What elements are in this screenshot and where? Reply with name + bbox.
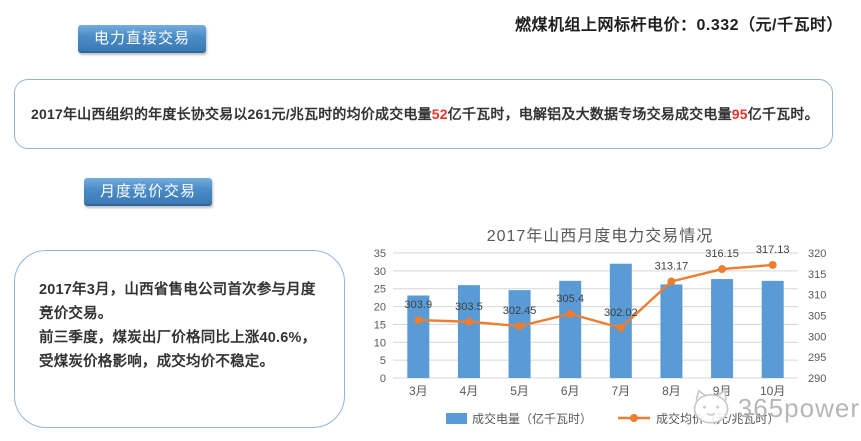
price-line bbox=[418, 263, 773, 330]
price-point-6月 bbox=[566, 309, 575, 318]
left-axis-label: 0 bbox=[380, 373, 386, 385]
legend-line-marker bbox=[630, 414, 638, 422]
highlight-number: 52 bbox=[431, 106, 448, 122]
left-axis-label: 20 bbox=[374, 302, 386, 314]
price-label-7月: 302.02 bbox=[604, 307, 638, 319]
price-label-3月: 303.9 bbox=[405, 299, 433, 311]
price-point-3月 bbox=[414, 316, 423, 325]
price-label-5月: 302.45 bbox=[503, 305, 537, 317]
right-axis-label: 290 bbox=[808, 373, 826, 385]
legend-bar-label: 成交电量（亿千瓦时） bbox=[472, 411, 592, 426]
month-label-7月: 7月 bbox=[611, 384, 630, 398]
month-label-3月: 3月 bbox=[409, 384, 428, 398]
direct-trade-summary-text: 2017年山西组织的年度长协交易以261元/兆瓦时的均价成交电量52亿千瓦时，电… bbox=[15, 104, 819, 124]
bar-8月 bbox=[660, 284, 683, 378]
text-run: 亿千瓦时，电解铝及大数据专场交易成交电量 bbox=[447, 106, 732, 122]
bar-3月 bbox=[407, 295, 430, 378]
legend-bar-swatch bbox=[446, 413, 467, 424]
price-point-9月 bbox=[718, 265, 727, 274]
left-axis-label: 25 bbox=[374, 284, 386, 296]
combo-chart-svg: 2017年山西月度电力交易情况 0 5 10 15 20 25 30 35 290 295 300 30… bbox=[374, 227, 827, 426]
month-label-5月: 5月 bbox=[510, 384, 529, 398]
price-point-5月 bbox=[515, 322, 524, 331]
right-axis-label: 300 bbox=[808, 331, 826, 343]
price-point-10月 bbox=[768, 260, 777, 269]
highlight-number: 95 bbox=[731, 106, 748, 122]
right-axis-label: 305 bbox=[808, 311, 826, 323]
monthly-trading-chart: 2017年山西月度电力交易情况 0 5 10 15 20 25 30 35 290 295 300 30… bbox=[356, 214, 856, 441]
left-axis-label: 5 bbox=[380, 355, 386, 367]
price-point-7月 bbox=[616, 323, 625, 332]
text-run: 2017年山西组织的年度长协交易以261元/兆瓦时的均价成交电量 bbox=[31, 106, 432, 122]
right-axis-label: 315 bbox=[808, 269, 826, 281]
badge-monthly-bidding: 月度竞价交易 bbox=[84, 178, 213, 206]
left-axis-label: 30 bbox=[374, 266, 386, 278]
cat-logo-icon bbox=[693, 389, 729, 424]
price-label-9月: 316.15 bbox=[705, 248, 739, 260]
right-axis-label: 295 bbox=[808, 352, 826, 364]
right-axis-label: 310 bbox=[808, 290, 826, 302]
month-label-10月: 10月 bbox=[760, 384, 785, 398]
price-point-8月 bbox=[667, 277, 676, 286]
benchmark-price-note: 燃煤机组上网标杆电价：0.332（元/千瓦时） bbox=[515, 17, 843, 34]
bar-6月 bbox=[559, 280, 582, 378]
bar-7月 bbox=[609, 263, 632, 378]
monthly-bidding-paragraph-2: 前三季度，煤炭出厂价格同比上涨40.6%，受煤炭价格影响，成交均价不稳定。 bbox=[39, 330, 317, 370]
monthly-bidding-box: 2017年3月，山西省售电公司首次参与月度竞价交易。 前三季度，煤炭出厂价格同比… bbox=[14, 250, 345, 428]
price-label-6月: 305.4 bbox=[556, 293, 584, 305]
month-label-4月: 4月 bbox=[460, 384, 479, 398]
bar-9月 bbox=[711, 279, 734, 378]
monthly-bidding-paragraph-1: 2017年3月，山西省售电公司首次参与月度竞价交易。 bbox=[39, 282, 316, 322]
text-run: 亿千瓦时。 bbox=[747, 106, 819, 122]
badge-direct-trade: 电力直接交易 bbox=[78, 25, 207, 53]
chart-title: 2017年山西月度电力交易情况 bbox=[487, 227, 714, 245]
price-label-8月: 313.17 bbox=[655, 260, 689, 272]
left-axis-label: 10 bbox=[374, 337, 386, 349]
bar-5月 bbox=[508, 290, 531, 378]
price-label-10月: 317.13 bbox=[756, 244, 790, 256]
right-axis-label: 320 bbox=[808, 248, 826, 260]
watermark: 365power bbox=[688, 380, 860, 436]
month-label-8月: 8月 bbox=[662, 384, 681, 398]
bar-4月 bbox=[457, 285, 480, 378]
price-point-4月 bbox=[464, 317, 473, 326]
month-label-6月: 6月 bbox=[561, 384, 580, 398]
left-axis-label: 15 bbox=[374, 319, 386, 331]
left-axis-label: 35 bbox=[374, 248, 386, 260]
watermark-text: 365power bbox=[737, 392, 860, 423]
direct-trade-summary-box: 2017年山西组织的年度长协交易以261元/兆瓦时的均价成交电量52亿千瓦时，电… bbox=[14, 79, 833, 149]
bar-10月 bbox=[761, 280, 784, 378]
price-label-4月: 303.5 bbox=[455, 301, 483, 313]
